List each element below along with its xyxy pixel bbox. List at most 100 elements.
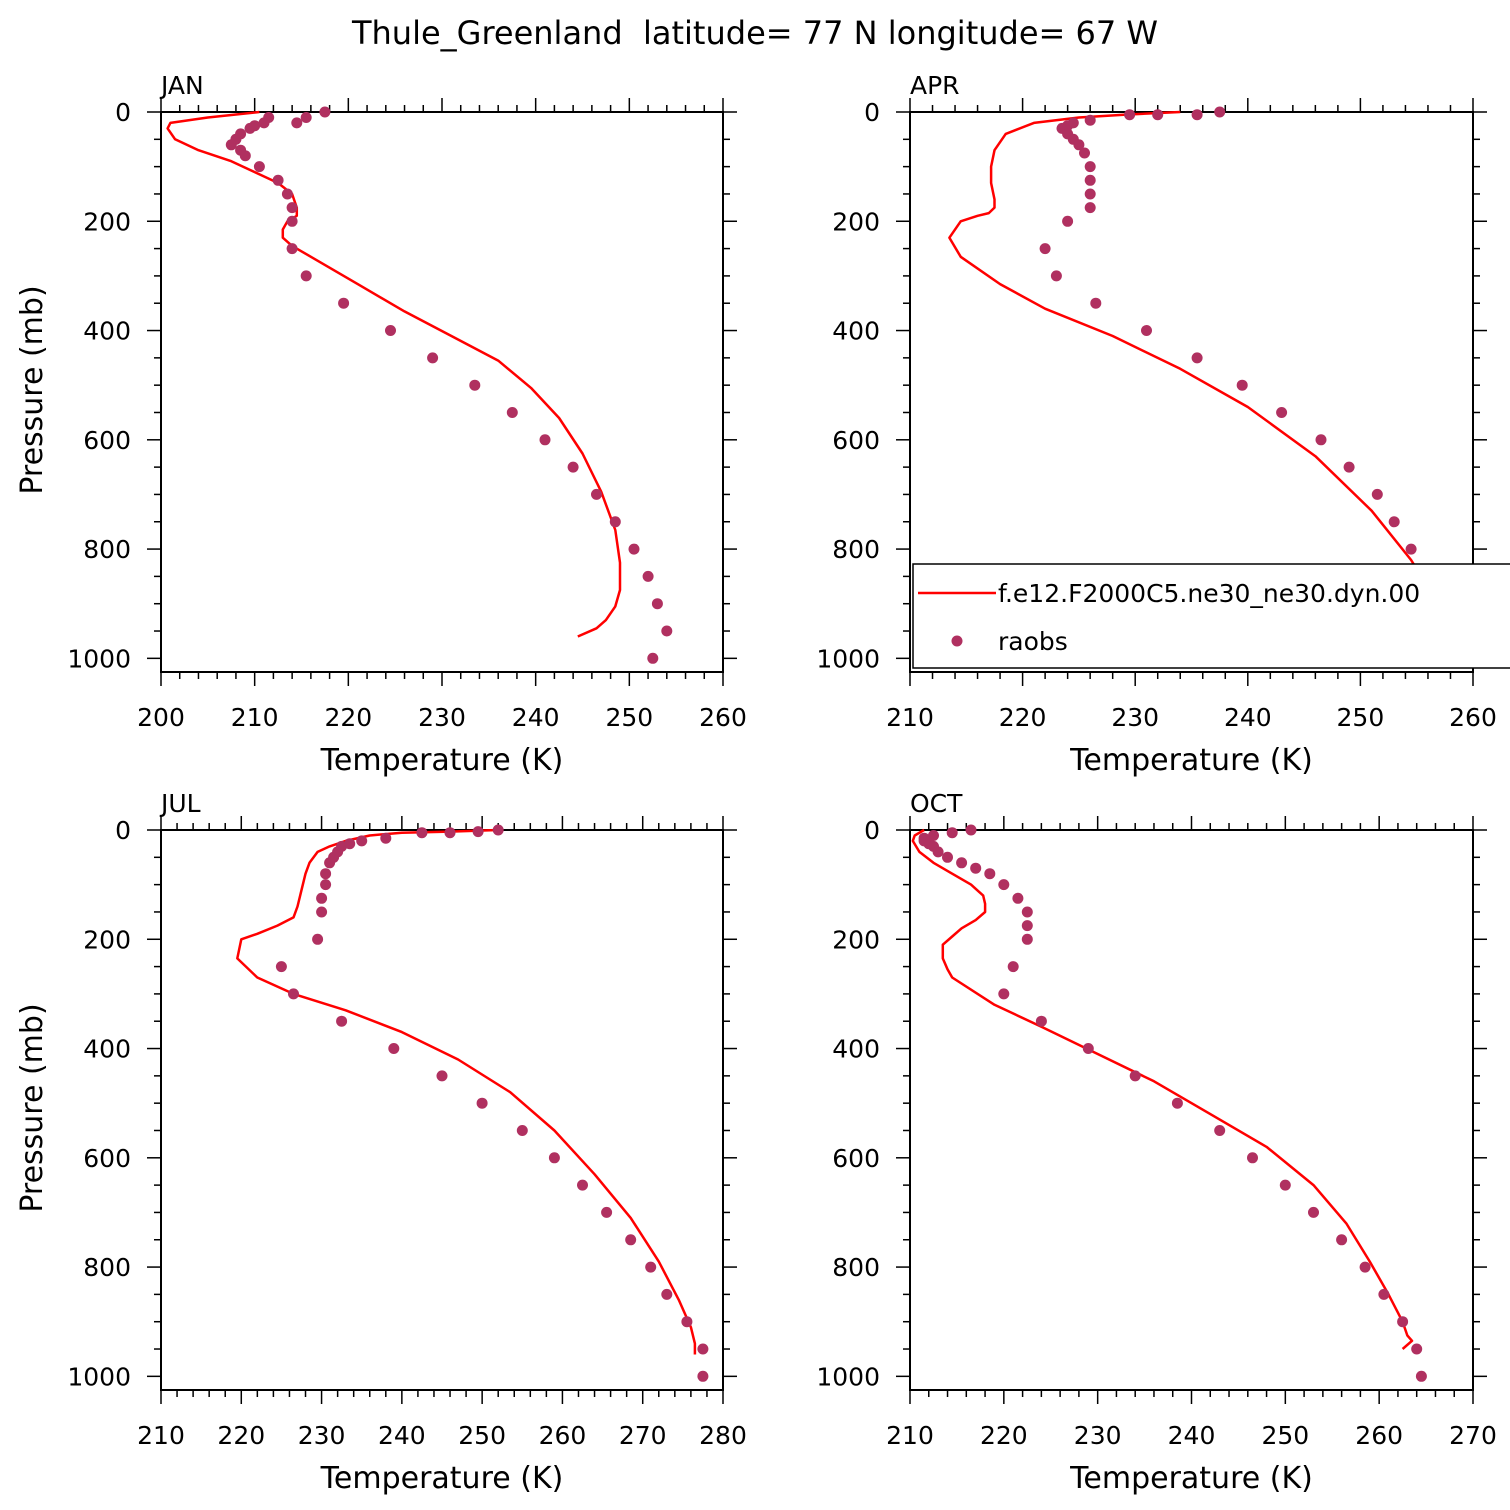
raobs-point	[506, 407, 518, 418]
raobs-point	[601, 1206, 613, 1218]
y-tick-label: 200	[83, 925, 131, 954]
x-tick-label: 260	[539, 1421, 587, 1450]
raobs-point	[1191, 352, 1203, 364]
figure-title: Thule_Greenland latitude= 77 N longitude…	[351, 14, 1158, 52]
raobs-point	[320, 868, 332, 880]
x-tick-label: 210	[886, 1421, 934, 1450]
y-tick-label: 800	[832, 535, 880, 564]
y-tick-label: 200	[832, 925, 880, 954]
x-tick-label: 220	[324, 703, 372, 732]
raobs-point	[516, 1125, 528, 1136]
raobs-point	[651, 598, 663, 610]
raobs-point	[1343, 461, 1355, 473]
raobs-point	[697, 1370, 709, 1382]
raobs-point	[965, 824, 977, 836]
raobs-point	[1308, 1206, 1319, 1218]
raobs-point	[1141, 325, 1152, 336]
x-axis-label: Temperature (K)	[320, 743, 564, 778]
x-tick-label: 240	[378, 1421, 426, 1450]
x-tick-label: 240	[1224, 703, 1272, 732]
raobs-point	[380, 832, 392, 844]
raobs-point	[998, 879, 1010, 891]
legend-obs-marker	[951, 635, 963, 647]
y-tick-label: 1000	[67, 1362, 131, 1391]
raobs-point	[272, 174, 284, 186]
raobs-point	[984, 868, 996, 880]
raobs-point	[388, 1043, 400, 1054]
raobs-point	[253, 161, 265, 173]
y-tick-label: 0	[864, 816, 880, 845]
raobs-point	[647, 652, 659, 664]
panel-title: APR	[910, 71, 960, 100]
raobs-point	[1082, 1043, 1094, 1054]
raobs-point	[998, 988, 1010, 1000]
x-tick-label: 260	[1355, 1421, 1403, 1450]
raobs-point	[1214, 1125, 1226, 1136]
raobs-point	[1315, 434, 1327, 446]
legend: f.e12.F2000C5.ne30_ne30.dyn.00 raobs	[912, 563, 1510, 669]
raobs-point	[316, 906, 328, 918]
raobs-point	[681, 1316, 693, 1328]
raobs-point	[324, 857, 336, 869]
x-tick-label: 270	[1449, 1421, 1497, 1450]
raobs-point	[469, 379, 481, 391]
y-tick-label: 0	[864, 98, 880, 127]
raobs-point	[300, 270, 312, 282]
x-tick-label: 210	[231, 703, 279, 732]
y-tick-label: 600	[83, 426, 131, 455]
panel-title: JAN	[159, 71, 204, 100]
y-tick-label: 200	[832, 207, 880, 236]
model-series-line	[236, 828, 697, 1355]
raobs-point	[275, 961, 287, 973]
raobs-point	[336, 1015, 348, 1027]
x-tick-label: 240	[512, 703, 560, 732]
x-tick-label: 230	[1111, 703, 1159, 732]
raobs-point	[1279, 1179, 1291, 1191]
raobs-point	[1084, 174, 1096, 186]
raobs-point	[1084, 202, 1096, 214]
raobs-point	[1035, 1015, 1047, 1027]
x-tick-label: 230	[418, 703, 466, 732]
x-tick-label: 240	[1168, 1421, 1216, 1450]
panel-title: JUL	[159, 789, 201, 818]
raobs-point	[1214, 106, 1226, 118]
x-tick-label: 280	[699, 1421, 747, 1450]
raobs-point	[1152, 109, 1164, 121]
y-tick-label: 1000	[816, 644, 880, 673]
raobs-point	[258, 117, 270, 129]
plot-frame	[160, 111, 724, 673]
raobs-point	[472, 826, 484, 838]
x-tick-label: 220	[217, 1421, 265, 1450]
raobs-point	[316, 892, 328, 904]
raobs-point	[642, 570, 654, 582]
y-tick-label: 0	[115, 98, 131, 127]
panels: 200 210 220 230 240 250 260 0 200 400 600 800 1000 JA…	[15, 71, 1497, 1496]
raobs-point	[1371, 488, 1383, 500]
raobs-point	[1336, 1234, 1348, 1246]
x-tick-label: 230	[298, 1421, 346, 1450]
plot-frame	[909, 829, 1474, 1391]
raobs-point	[1411, 1343, 1423, 1355]
raobs-point	[928, 830, 939, 841]
raobs-point	[946, 827, 958, 839]
panel-jan: 200 210 220 230 240 250 260 0 200 400 600 800 1000 JA…	[15, 71, 747, 778]
raobs-point	[492, 824, 504, 836]
raobs-point	[1359, 1261, 1371, 1273]
raobs-point	[1276, 407, 1288, 418]
raobs-point	[281, 188, 293, 200]
raobs-point	[956, 857, 968, 869]
panel-title: OCT	[910, 789, 963, 818]
raobs-point	[225, 139, 237, 151]
x-axis-label: Temperature (K)	[1069, 1461, 1313, 1496]
raobs-point	[338, 297, 350, 309]
legend-box	[912, 563, 1510, 669]
raobs-point	[1007, 961, 1019, 973]
panel-oct: 210 220 230 240 250 260 270 0 200 400 600 800 1000 OC…	[816, 789, 1496, 1496]
raobs-point	[645, 1261, 657, 1273]
raobs-point	[239, 150, 251, 162]
y-axis-label: Pressure (mb)	[15, 285, 50, 494]
raobs-point	[291, 117, 303, 129]
x-axis-label: Temperature (K)	[320, 1461, 564, 1496]
raobs-point	[476, 1097, 488, 1109]
raobs-point	[286, 243, 298, 255]
